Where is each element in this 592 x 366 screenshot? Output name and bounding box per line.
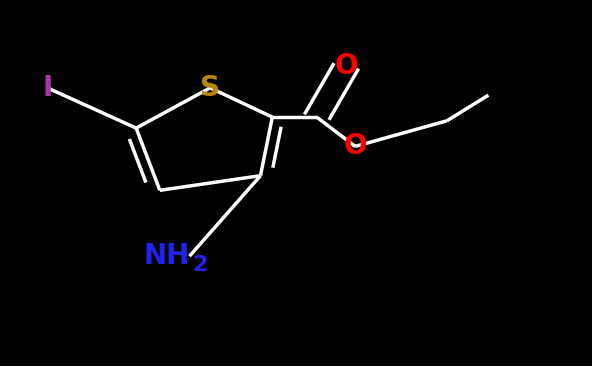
Text: O: O — [334, 52, 358, 80]
Text: S: S — [200, 74, 220, 102]
Text: I: I — [42, 74, 53, 102]
Text: O: O — [343, 132, 367, 160]
Text: 2: 2 — [192, 255, 208, 275]
Text: NH: NH — [143, 242, 189, 270]
